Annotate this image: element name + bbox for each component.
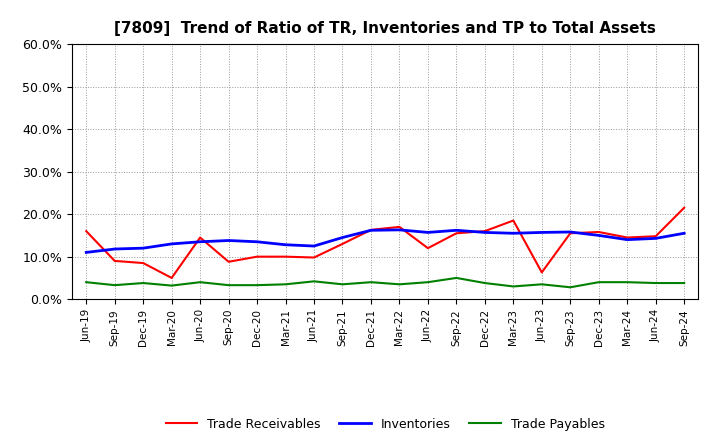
Trade Payables — [196, 279, 204, 285]
Trade Payables — [82, 279, 91, 285]
Title: [7809]  Trend of Ratio of TR, Inventories and TP to Total Assets: [7809] Trend of Ratio of TR, Inventories… — [114, 21, 656, 36]
Trade Receivables — [680, 205, 688, 210]
Trade Receivables — [652, 234, 660, 239]
Trade Receivables — [537, 270, 546, 275]
Inventories — [509, 231, 518, 236]
Trade Receivables — [110, 258, 119, 264]
Inventories — [139, 246, 148, 251]
Trade Payables — [480, 280, 489, 286]
Line: Trade Receivables: Trade Receivables — [86, 208, 684, 278]
Inventories — [225, 238, 233, 243]
Trade Payables — [452, 275, 461, 281]
Legend: Trade Receivables, Inventories, Trade Payables: Trade Receivables, Inventories, Trade Pa… — [161, 413, 610, 436]
Trade Payables — [566, 285, 575, 290]
Trade Receivables — [82, 228, 91, 234]
Trade Receivables — [253, 254, 261, 259]
Trade Receivables — [566, 231, 575, 236]
Inventories — [196, 239, 204, 245]
Trade Payables — [366, 279, 375, 285]
Trade Receivables — [310, 255, 318, 260]
Trade Payables — [423, 279, 432, 285]
Trade Payables — [167, 283, 176, 288]
Inventories — [595, 233, 603, 238]
Inventories — [423, 230, 432, 235]
Trade Payables — [652, 280, 660, 286]
Trade Payables — [110, 282, 119, 288]
Trade Payables — [680, 280, 688, 286]
Inventories — [652, 236, 660, 241]
Inventories — [338, 235, 347, 240]
Inventories — [623, 237, 631, 242]
Inventories — [566, 229, 575, 235]
Inventories — [253, 239, 261, 245]
Trade Receivables — [282, 254, 290, 259]
Trade Receivables — [623, 235, 631, 240]
Trade Receivables — [225, 259, 233, 264]
Trade Receivables — [509, 218, 518, 223]
Inventories — [167, 241, 176, 246]
Inventories — [680, 231, 688, 236]
Inventories — [82, 250, 91, 255]
Inventories — [366, 227, 375, 233]
Inventories — [480, 230, 489, 235]
Inventories — [110, 246, 119, 252]
Trade Receivables — [167, 275, 176, 281]
Trade Payables — [139, 280, 148, 286]
Inventories — [395, 227, 404, 232]
Trade Receivables — [139, 260, 148, 266]
Trade Payables — [595, 279, 603, 285]
Trade Receivables — [595, 229, 603, 235]
Trade Payables — [537, 282, 546, 287]
Trade Receivables — [423, 246, 432, 251]
Inventories — [282, 242, 290, 247]
Trade Payables — [310, 279, 318, 284]
Trade Payables — [395, 282, 404, 287]
Trade Receivables — [338, 241, 347, 246]
Trade Receivables — [395, 224, 404, 230]
Trade Payables — [338, 282, 347, 287]
Line: Trade Payables: Trade Payables — [86, 278, 684, 287]
Trade Receivables — [196, 235, 204, 240]
Inventories — [452, 227, 461, 233]
Trade Receivables — [480, 228, 489, 234]
Line: Inventories: Inventories — [86, 230, 684, 253]
Trade Payables — [509, 284, 518, 289]
Trade Payables — [253, 282, 261, 288]
Trade Receivables — [452, 231, 461, 236]
Inventories — [310, 243, 318, 249]
Trade Receivables — [366, 227, 375, 232]
Trade Payables — [225, 282, 233, 288]
Trade Payables — [623, 279, 631, 285]
Trade Payables — [282, 282, 290, 287]
Inventories — [537, 230, 546, 235]
